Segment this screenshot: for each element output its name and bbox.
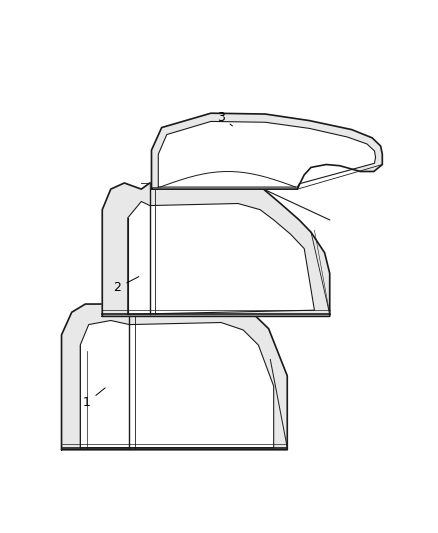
Polygon shape	[61, 304, 287, 450]
Polygon shape	[102, 183, 330, 317]
Polygon shape	[80, 320, 274, 448]
Text: 1: 1	[83, 388, 105, 409]
Polygon shape	[128, 201, 314, 314]
Polygon shape	[152, 113, 382, 189]
Text: 3: 3	[217, 111, 233, 126]
Polygon shape	[158, 122, 375, 187]
Text: 2: 2	[113, 277, 139, 294]
